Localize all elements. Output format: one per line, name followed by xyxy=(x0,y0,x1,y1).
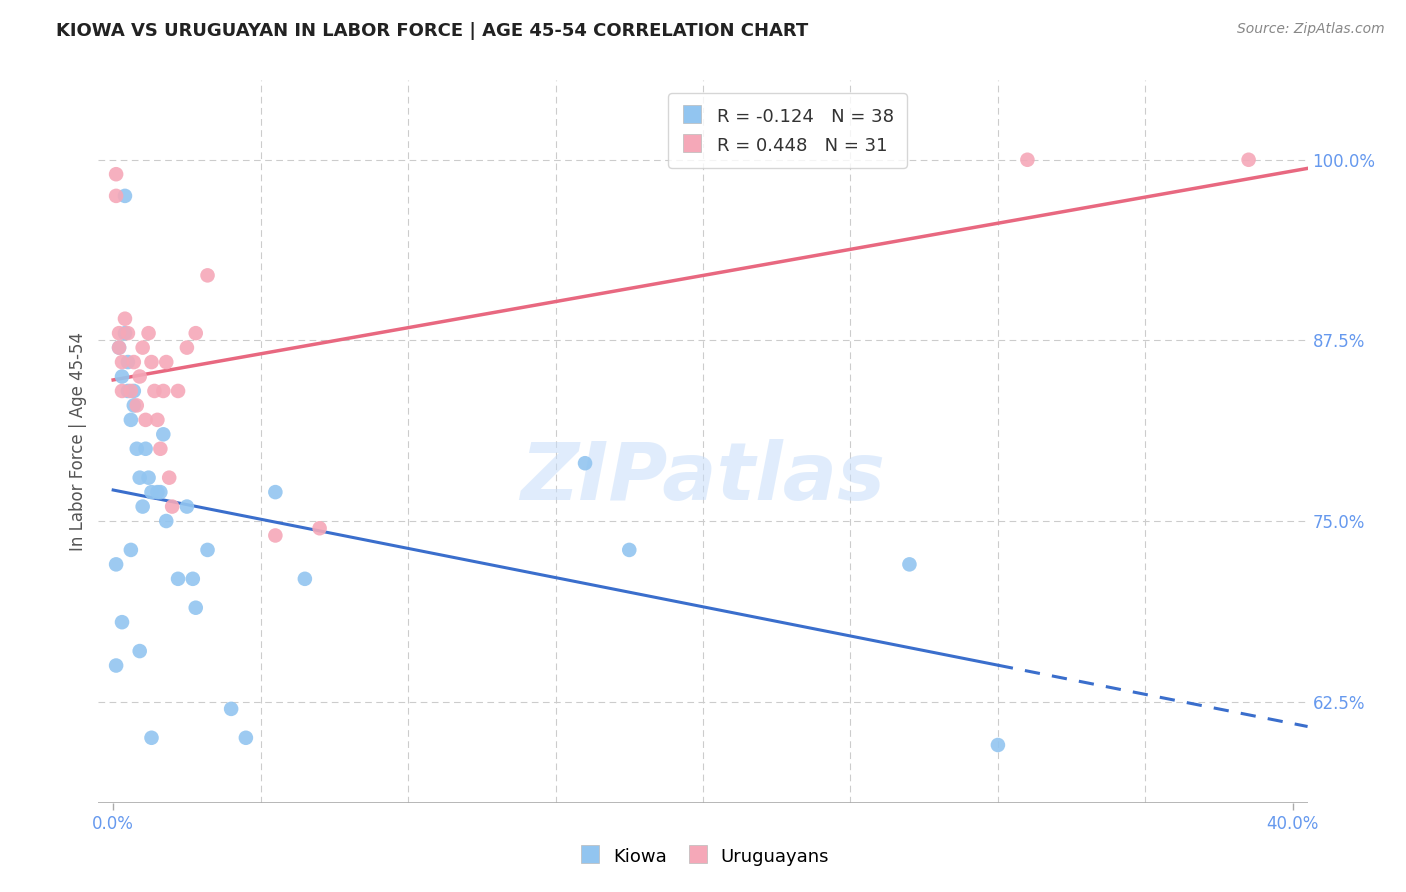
Legend: Kiowa, Uruguayans: Kiowa, Uruguayans xyxy=(569,838,837,874)
Point xyxy=(181,572,204,586)
Point xyxy=(105,658,128,673)
Point xyxy=(108,341,131,355)
Point xyxy=(111,384,134,398)
Point xyxy=(105,558,128,572)
Point xyxy=(120,384,142,398)
Point xyxy=(125,399,148,413)
Point xyxy=(120,543,142,558)
Point xyxy=(125,442,148,456)
Point xyxy=(149,442,172,456)
Point xyxy=(619,543,641,558)
Point xyxy=(138,326,160,341)
Point xyxy=(146,413,169,427)
Point xyxy=(114,326,136,341)
Point xyxy=(176,341,198,355)
Point xyxy=(149,485,172,500)
Text: Source: ZipAtlas.com: Source: ZipAtlas.com xyxy=(1237,22,1385,37)
Point xyxy=(117,384,139,398)
Point xyxy=(111,615,134,630)
Point xyxy=(235,731,257,745)
Point xyxy=(105,167,128,181)
Point xyxy=(117,355,139,369)
Point xyxy=(135,413,157,427)
Point xyxy=(152,384,174,398)
Point xyxy=(117,326,139,341)
Point xyxy=(128,369,150,384)
Point xyxy=(160,500,183,514)
Point xyxy=(143,384,166,398)
Y-axis label: In Labor Force | Age 45-54: In Labor Force | Age 45-54 xyxy=(69,332,87,551)
Point xyxy=(111,369,134,384)
Point xyxy=(308,521,330,535)
Point xyxy=(1237,153,1260,167)
Point xyxy=(114,189,136,203)
Point xyxy=(108,326,131,341)
Point xyxy=(105,189,128,203)
Point xyxy=(167,384,190,398)
Point xyxy=(167,572,190,586)
Point xyxy=(264,485,287,500)
Point xyxy=(184,600,207,615)
Point xyxy=(131,341,153,355)
Point xyxy=(114,311,136,326)
Legend: R = -0.124   N = 38, R = 0.448   N = 31: R = -0.124 N = 38, R = 0.448 N = 31 xyxy=(668,93,907,168)
Point xyxy=(122,399,145,413)
Point xyxy=(141,731,163,745)
Point xyxy=(1017,153,1039,167)
Point xyxy=(122,384,145,398)
Point xyxy=(155,514,177,528)
Point xyxy=(152,427,174,442)
Point xyxy=(108,341,131,355)
Point xyxy=(157,471,180,485)
Point xyxy=(176,500,198,514)
Point xyxy=(120,413,142,427)
Point xyxy=(122,355,145,369)
Point xyxy=(135,442,157,456)
Point xyxy=(155,355,177,369)
Point xyxy=(898,558,921,572)
Point xyxy=(574,456,596,470)
Point xyxy=(987,738,1010,752)
Point xyxy=(138,471,160,485)
Point xyxy=(128,644,150,658)
Point xyxy=(146,485,169,500)
Text: KIOWA VS URUGUAYAN IN LABOR FORCE | AGE 45-54 CORRELATION CHART: KIOWA VS URUGUAYAN IN LABOR FORCE | AGE … xyxy=(56,22,808,40)
Point xyxy=(294,572,316,586)
Point xyxy=(141,355,163,369)
Point xyxy=(184,326,207,341)
Point xyxy=(111,355,134,369)
Point xyxy=(128,471,150,485)
Point xyxy=(131,500,153,514)
Text: ZIPatlas: ZIPatlas xyxy=(520,439,886,516)
Point xyxy=(141,485,163,500)
Point xyxy=(197,268,219,283)
Point xyxy=(264,528,287,542)
Point xyxy=(219,702,242,716)
Point xyxy=(197,543,219,558)
